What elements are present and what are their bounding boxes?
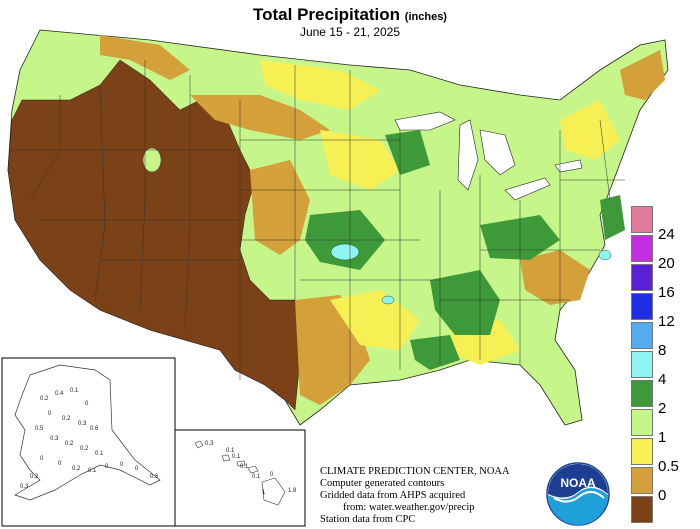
green-patch-wisconsin (385, 130, 430, 175)
legend-label: 24 (658, 226, 675, 243)
hawaii-station-value: 0.3 (205, 441, 214, 447)
legend-label: 0 (658, 487, 667, 504)
legend-swatch (631, 322, 653, 349)
alaska-station-value: 0.2 (65, 441, 74, 447)
alaska-station-value: 0 (105, 464, 109, 470)
lake-michigan (457, 119, 479, 191)
credit-line-3: Gridded data from AHPS acquired (320, 490, 466, 501)
legend-label: 16 (658, 284, 675, 301)
alaska-station-value: 0.4 (55, 391, 64, 397)
cyan-spot-mo (381, 295, 395, 305)
alaska-station-value: 0.2 (30, 474, 39, 480)
legend-label: 8 (658, 342, 667, 359)
lake-ontario (554, 159, 583, 173)
legend-label: 0.5 (658, 458, 679, 475)
legend-label: 12 (658, 313, 675, 330)
hawaii-station-value: 0.1 (226, 448, 235, 454)
legend-swatch (631, 409, 653, 436)
lake-erie (504, 177, 551, 201)
noaa-logo-text: NOAA (560, 476, 596, 490)
credit-line-4: from: water.weather.gov/precip (343, 502, 475, 513)
legend-swatch (631, 235, 653, 262)
hawaii-station-value: 0.1 (240, 464, 249, 470)
lake-superior (394, 111, 456, 131)
map-title: Total Precipitation (inches) (0, 5, 700, 25)
green-patch-gulf (410, 335, 460, 370)
alaska-station-value: 0 (48, 411, 52, 417)
alaska-station-value: 0.1 (88, 468, 97, 474)
legend-swatch (631, 467, 653, 494)
alaska-station-value: 0.2 (40, 396, 49, 402)
alaska-station-value: 0.2 (80, 446, 89, 452)
legend-swatch (631, 206, 653, 233)
credit-line-2: Computer generated contours (320, 478, 445, 489)
alaska-station-value: 0.3 (78, 421, 87, 427)
hawaii-values: 0.30.10.10.11.800.11 (205, 441, 297, 496)
alaska-station-value: 0.3 (50, 436, 59, 442)
legend-label: 1 (658, 429, 667, 446)
cyan-spot-iowa (330, 243, 360, 261)
hawaii-station-value: 0 (270, 472, 274, 478)
lake-huron (479, 129, 516, 176)
hawaii-islands (194, 440, 286, 506)
legend-label: 20 (658, 255, 675, 272)
alaska-station-value: 0.3 (20, 484, 29, 490)
wet-spot-utah (142, 147, 162, 173)
noaa-logo: NOAA (546, 462, 610, 526)
legend-swatch (631, 293, 653, 320)
legend-label: 2 (658, 400, 667, 417)
alaska-station-value: 0.5 (35, 426, 44, 432)
credit-line-1: CLIMATE PREDICTION CENTER, NOAA (320, 466, 510, 477)
alaska-station-value: 0 (40, 456, 44, 462)
tan-patch-north (100, 35, 190, 80)
green-patch-newengland (600, 195, 625, 240)
hawaii-station-value: 1.8 (288, 488, 297, 494)
legend-swatch (631, 351, 653, 378)
title-text: Total Precipitation (253, 5, 401, 24)
legend-swatch (631, 438, 653, 465)
alaska-station-value: 0 (58, 461, 62, 467)
hawaii-station-value: 0.1 (252, 474, 261, 480)
alaska-station-value: 0 (120, 462, 124, 468)
legend-swatch (631, 264, 653, 291)
state-boundaries (12, 60, 625, 385)
yellow-patch-4 (560, 100, 620, 160)
hawaii-station-value: 0.1 (232, 454, 241, 460)
legend-swatch (631, 380, 653, 407)
legend-swatch (631, 496, 653, 523)
tan-patch-northeast (620, 50, 665, 100)
alaska-station-value: 0.2 (72, 466, 81, 472)
cyan-spot-nc (598, 249, 612, 261)
legend-label: 4 (658, 371, 667, 388)
title-units: (inches) (404, 11, 447, 23)
alaska-values: 0.20.4 0.1000.20.30.60.50.30.20.20.1000.2… (20, 388, 159, 490)
alaska-station-value: 0 (85, 401, 89, 407)
alaska-station-value: 0.6 (90, 426, 99, 432)
credit-line-5: Station data from CPC (320, 514, 416, 525)
green-patch-midsouth (430, 270, 500, 335)
hawaii-station-value: 1 (262, 490, 266, 496)
alaska-station-value: 0.1 (70, 388, 79, 394)
alaska-station-value: 0 (135, 466, 139, 472)
hawaii-inset (174, 429, 306, 527)
yellow-patch-3 (330, 290, 420, 350)
alaska-station-value: 0.6 (150, 474, 159, 480)
credits-block: CLIMATE PREDICTION CENTER, NOAA Computer… (320, 466, 510, 526)
alaska-outline (14, 364, 161, 501)
alaska-station-value: 0.1 (95, 451, 104, 457)
alaska-station-value: 0.2 (62, 416, 71, 422)
tan-patch-southeast (520, 250, 590, 305)
yellow-patch-2 (320, 130, 400, 190)
date-range: June 15 - 21, 2025 (299, 25, 401, 39)
